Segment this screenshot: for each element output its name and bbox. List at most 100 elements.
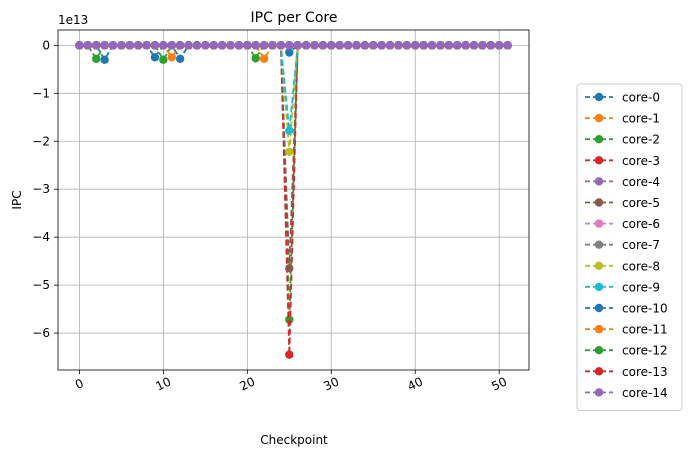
legend-entry: core-6 (585, 217, 660, 231)
data-point (259, 54, 269, 63)
data-point (167, 41, 176, 50)
legend-marker (594, 261, 604, 270)
data-point (100, 41, 109, 50)
y-tick-label: −3 (32, 182, 50, 196)
legend-marker (594, 324, 604, 334)
data-point (259, 41, 269, 50)
legend-entry: core-1 (585, 112, 660, 126)
x-tick-label: 50 (489, 374, 509, 393)
data-point (503, 41, 512, 50)
legend-label: core-1 (622, 112, 660, 126)
data-point (327, 41, 336, 50)
legend-label: core-11 (622, 323, 668, 337)
legend: core-0 core-1 core-2 core-3 core-4 core-5 core… (576, 83, 683, 411)
legend-marker (594, 367, 604, 376)
data-point (285, 126, 294, 135)
data-point (301, 41, 311, 50)
data-point (335, 41, 344, 50)
legend-marker (594, 113, 604, 123)
legend-label: core-2 (622, 133, 660, 147)
legend-entry: core-10 (585, 302, 668, 316)
legend-label: core-8 (622, 259, 660, 273)
data-point (285, 264, 294, 273)
data-point (310, 41, 319, 50)
y-tick-label: −6 (32, 326, 50, 340)
plot-area (75, 41, 512, 359)
y-tick-label: −2 (32, 134, 50, 148)
data-point (92, 41, 101, 50)
data-point (285, 48, 294, 57)
chart-title: IPC per Core (251, 10, 338, 26)
data-point (209, 41, 218, 50)
x-tick-label: 30 (321, 374, 341, 393)
series-group (75, 41, 512, 359)
legend-entry: core-13 (585, 365, 668, 379)
data-point (402, 41, 412, 50)
legend-entry: core-4 (585, 175, 660, 189)
data-point (175, 54, 185, 63)
data-point (268, 41, 277, 50)
data-point (251, 41, 260, 50)
data-point (352, 41, 361, 50)
data-point (469, 41, 479, 50)
legend-label: core-14 (622, 386, 668, 400)
legend-marker (594, 240, 604, 249)
data-point (142, 41, 151, 50)
data-point (243, 41, 252, 50)
legend-label: core-0 (622, 91, 660, 105)
data-point (167, 53, 176, 62)
legend-marker (594, 388, 604, 397)
legend-label: core-12 (622, 344, 668, 358)
data-point (75, 41, 84, 50)
x-axis-ticks: 0 10 20 30 40 50 (73, 370, 509, 394)
data-point (285, 350, 294, 359)
data-point (234, 41, 244, 50)
series-core-14 (75, 41, 512, 50)
data-point (394, 41, 403, 50)
data-point (293, 41, 302, 50)
x-tick-label: 10 (153, 374, 173, 393)
data-point (100, 55, 109, 64)
y-axis-label: IPC (10, 190, 24, 209)
legend-marker (594, 303, 604, 313)
data-point (478, 41, 487, 50)
data-point (360, 41, 370, 50)
legend-label: core-10 (622, 302, 668, 316)
data-point (83, 41, 93, 50)
legend-label: core-13 (622, 365, 668, 379)
legend-entry: core-12 (585, 344, 668, 358)
data-point (201, 41, 210, 50)
legend-label: core-6 (622, 217, 660, 231)
data-point (192, 41, 202, 50)
legend-entry: core-14 (585, 386, 668, 400)
data-point (453, 41, 462, 50)
legend-entry: core-7 (585, 238, 660, 252)
y-offset-label: 1e13 (58, 13, 88, 27)
data-point (175, 41, 185, 50)
data-point (419, 41, 428, 50)
data-point (125, 41, 134, 50)
legend-entry: core-0 (585, 91, 660, 105)
legend-label: core-3 (622, 154, 660, 168)
legend-entry: core-9 (585, 280, 660, 294)
data-point (486, 41, 495, 50)
legend-marker (594, 156, 604, 165)
legend-label: core-4 (622, 175, 660, 189)
legend-label: core-9 (622, 280, 660, 294)
legend-marker (594, 219, 604, 228)
data-point (226, 41, 235, 50)
data-point (285, 41, 294, 50)
data-point (343, 41, 353, 50)
y-tick-label: −1 (32, 86, 50, 100)
data-point (159, 41, 168, 50)
legend-marker (594, 346, 604, 355)
data-point (150, 41, 160, 50)
axes-frame (57, 29, 530, 371)
data-point (251, 54, 260, 63)
data-point (377, 41, 386, 50)
data-point (369, 41, 378, 50)
data-point (494, 41, 504, 50)
y-tick-label: −5 (32, 278, 50, 292)
